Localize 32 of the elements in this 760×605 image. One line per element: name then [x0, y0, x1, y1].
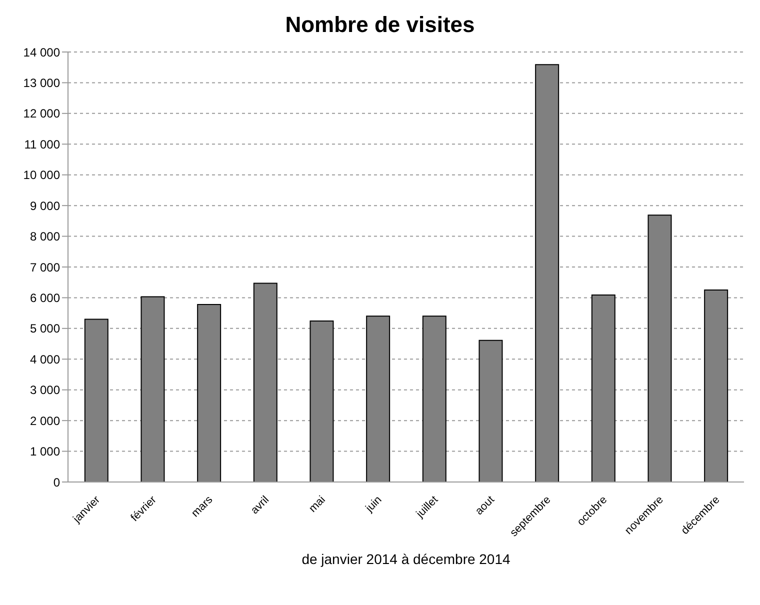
y-tick-label: 3 000	[30, 383, 60, 398]
y-tick-label: 4 000	[30, 352, 60, 366]
bar	[704, 290, 728, 482]
x-axis-title: de janvier 2014 à décembre 2014	[302, 551, 511, 567]
y-tick-label: 2 000	[30, 414, 60, 428]
bar	[648, 214, 672, 482]
bar	[197, 304, 222, 482]
bar	[422, 316, 446, 482]
x-tick-label: juin	[362, 494, 384, 516]
chart-title: Nombre de visites	[284, 11, 476, 39]
y-tick-label: 0	[53, 475, 60, 490]
y-tick-label: 10 000	[23, 168, 60, 182]
bar	[535, 64, 560, 482]
y-tick-label: 6 000	[30, 290, 60, 305]
y-tick-label: 13 000	[23, 76, 60, 90]
x-tick-label: mai	[306, 494, 328, 515]
bar	[310, 320, 334, 482]
bar	[84, 318, 108, 482]
y-tick-label: 5 000	[30, 322, 60, 336]
bar	[140, 296, 165, 482]
y-tick-label: 9 000	[30, 198, 60, 213]
y-tick-label: 8 000	[30, 230, 60, 244]
bar	[591, 294, 616, 482]
bar	[478, 340, 503, 482]
y-tick-label: 14 000	[23, 45, 60, 60]
y-tick-label: 12 000	[23, 106, 60, 121]
bar	[366, 316, 390, 482]
x-tick-label: aout	[473, 494, 497, 518]
y-tick-label: 1 000	[30, 444, 60, 459]
bar	[253, 282, 278, 482]
y-tick-label: 7 000	[30, 260, 60, 274]
y-tick-label: 11 000	[24, 137, 60, 152]
